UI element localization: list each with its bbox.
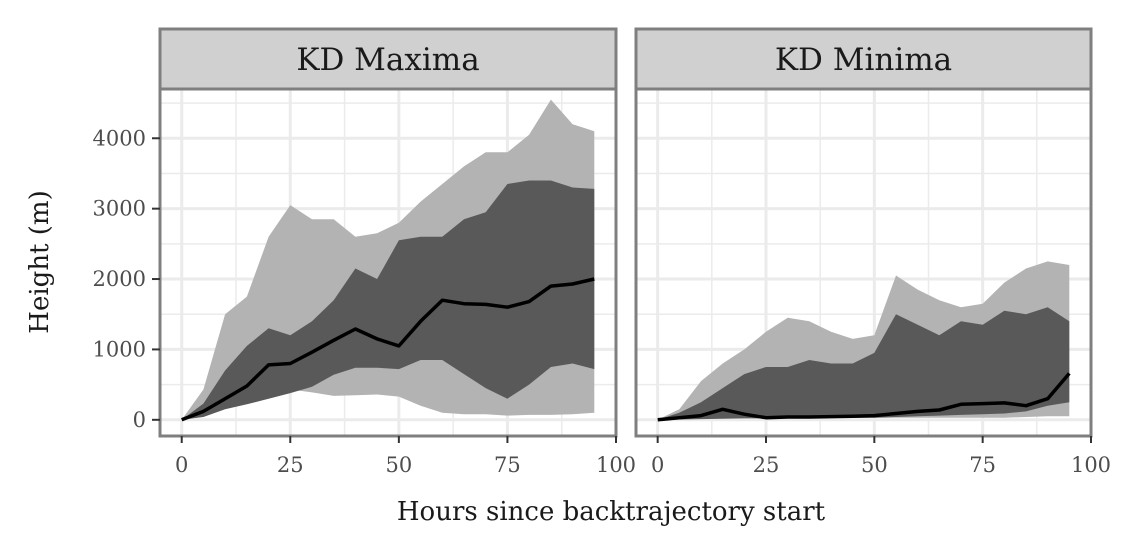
y-tick-label: 2000 xyxy=(93,267,146,291)
y-tick-label: 4000 xyxy=(93,126,146,150)
median-line xyxy=(181,277,595,422)
x-tick-label: 50 xyxy=(385,453,412,477)
x-axis-label: Hours since backtrajectory start xyxy=(397,497,826,527)
x-tick-label: 75 xyxy=(494,453,521,477)
panel-kd-minima: KD Minima 0 25 50 75 100 xyxy=(634,27,1111,477)
x-tick-label: 0 xyxy=(175,453,188,477)
y-axis-label: Height (m) xyxy=(25,190,55,333)
facet-strip-label: KD Minima xyxy=(775,42,952,78)
x-tick-label: 50 xyxy=(861,453,888,477)
facet-strip-label: KD Maxima xyxy=(296,42,479,78)
x-tick-label: 25 xyxy=(277,453,304,477)
x-tick-label: 100 xyxy=(596,453,636,477)
facet-strip xyxy=(634,27,1093,91)
y-tick-label: 1000 xyxy=(93,337,146,361)
x-tick-label: 25 xyxy=(753,453,780,477)
median-line xyxy=(657,372,1071,422)
facet-strip xyxy=(158,27,618,91)
inner-range-band xyxy=(657,307,1070,420)
inner-range-band xyxy=(181,180,595,420)
x-tick-label: 75 xyxy=(969,453,996,477)
y-tick-label: 0 xyxy=(133,408,146,432)
x-tick-label: 100 xyxy=(1071,453,1111,477)
y-tick-label: 3000 xyxy=(93,197,146,221)
x-tick-label: 0 xyxy=(651,453,664,477)
